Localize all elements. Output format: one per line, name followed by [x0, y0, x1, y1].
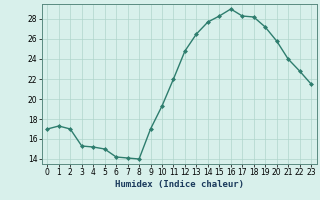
- X-axis label: Humidex (Indice chaleur): Humidex (Indice chaleur): [115, 180, 244, 189]
